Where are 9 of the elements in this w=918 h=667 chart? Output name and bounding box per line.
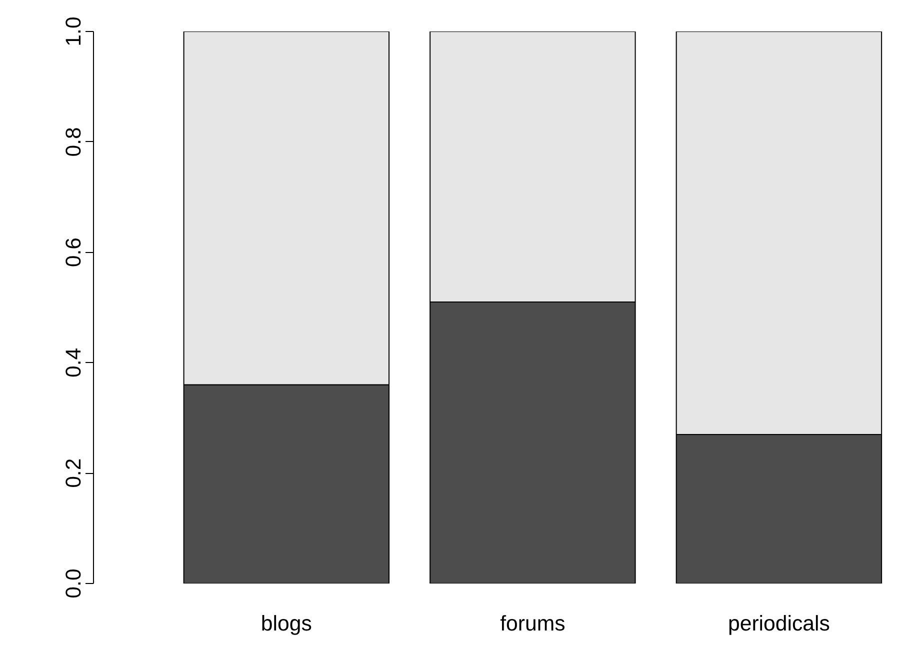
x-tick-label: forums	[500, 612, 566, 636]
x-tick-label: blogs	[260, 612, 312, 636]
y-tick-label: 0.0	[62, 568, 86, 598]
x-tick-label: periodicals	[728, 612, 830, 636]
y-tick-label: 0.4	[62, 348, 86, 378]
y-tick-label: 0.8	[62, 127, 86, 157]
y-tick-label: 0.2	[62, 458, 86, 488]
y-tick-label: 1.0	[62, 16, 86, 46]
y-tick-label: 0.6	[62, 237, 86, 268]
